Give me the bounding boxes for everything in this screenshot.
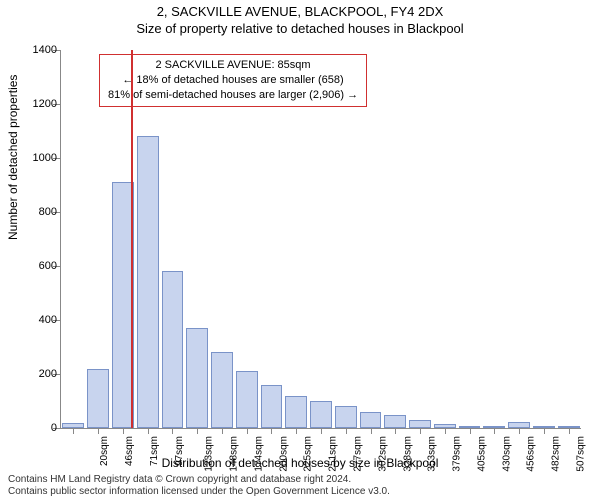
bar (87, 369, 109, 428)
bar (137, 136, 159, 428)
legend-line-2: ← 18% of detached houses are smaller (65… (108, 73, 358, 88)
bar (285, 396, 307, 428)
y-axis-label: Number of detached properties (6, 75, 20, 240)
bar (211, 352, 233, 428)
legend-line-3: 81% of semi-detached houses are larger (… (108, 88, 358, 103)
bar (310, 401, 332, 428)
y-tick-label: 1000 (33, 152, 57, 164)
plot-area: 2 SACKVILLE AVENUE: 85sqm ← 18% of detac… (60, 50, 581, 429)
bar (236, 371, 258, 428)
bar (162, 271, 184, 428)
legend-box: 2 SACKVILLE AVENUE: 85sqm ← 18% of detac… (99, 54, 367, 107)
legend-line-1: 2 SACKVILLE AVENUE: 85sqm (108, 58, 358, 73)
y-tick-label: 400 (39, 314, 57, 326)
y-tick-label: 0 (51, 422, 57, 434)
bar (384, 415, 406, 429)
y-tick-label: 1400 (33, 44, 57, 56)
y-tick-label: 200 (39, 368, 57, 380)
bar (360, 412, 382, 428)
chart-title: 2, SACKVILLE AVENUE, BLACKPOOL, FY4 2DX (0, 0, 600, 19)
bar (335, 406, 357, 428)
bar (409, 420, 431, 428)
y-tick-label: 1200 (33, 98, 57, 110)
chart-subtitle: Size of property relative to detached ho… (0, 19, 600, 36)
x-axis-label: Distribution of detached houses by size … (0, 456, 600, 470)
footer-text: Contains HM Land Registry data © Crown c… (8, 474, 390, 498)
chart-container: 2, SACKVILLE AVENUE, BLACKPOOL, FY4 2DX … (0, 0, 600, 500)
bar (186, 328, 208, 428)
y-tick-label: 600 (39, 260, 57, 272)
bar (261, 385, 283, 428)
y-tick-label: 800 (39, 206, 57, 218)
reference-line (131, 50, 133, 428)
